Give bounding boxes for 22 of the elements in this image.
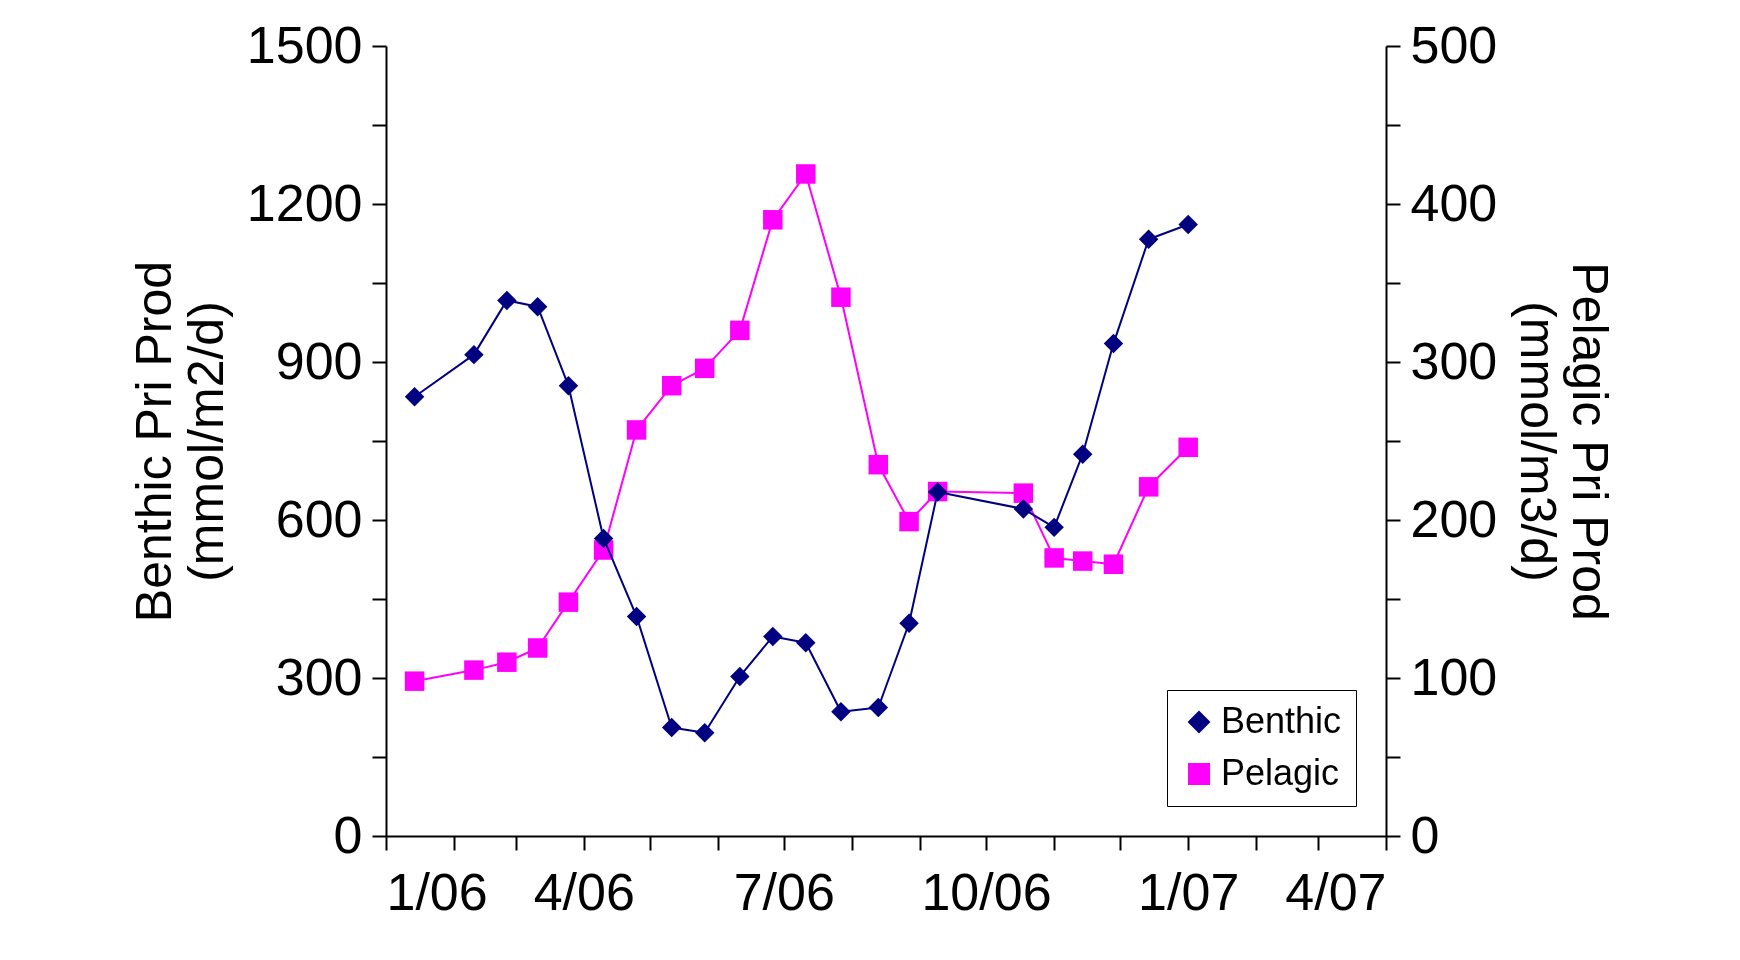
y2-axis-title: Pelagic Pri Prod (mmol/m3/d) (1510, 262, 1619, 621)
y2-tick-label: 0 (1410, 805, 1440, 864)
y2-tick-label: 200 (1410, 489, 1498, 548)
y-tick-label: 600 (275, 489, 363, 548)
y2-tick-label: 100 (1410, 647, 1498, 706)
legend-label: Benthic (1221, 700, 1342, 741)
y-tick-label: 1500 (246, 15, 363, 74)
x-tick-label: 1/07 (1138, 862, 1240, 921)
y2-tick-label: 400 (1410, 173, 1498, 232)
x-tick-label: 10/06 (921, 862, 1052, 921)
y2-tick-label: 300 (1410, 331, 1498, 390)
x-tick-label: 7/06 (733, 862, 835, 921)
y-tick-label: 300 (275, 647, 363, 706)
y2-tick-label: 500 (1410, 15, 1498, 74)
y-axis-title: Benthic Pri Prod (mmol/m2/d) (125, 260, 234, 623)
x-tick-label: 4/07 (1285, 862, 1387, 921)
y-tick-label: 900 (275, 331, 363, 390)
x-tick-label: 1/06 (386, 862, 488, 921)
y-tick-label: 0 (333, 805, 363, 864)
legend-label: Pelagic (1221, 752, 1340, 793)
y-tick-label: 1200 (246, 173, 363, 232)
x-tick-label: 4/06 (533, 862, 635, 921)
